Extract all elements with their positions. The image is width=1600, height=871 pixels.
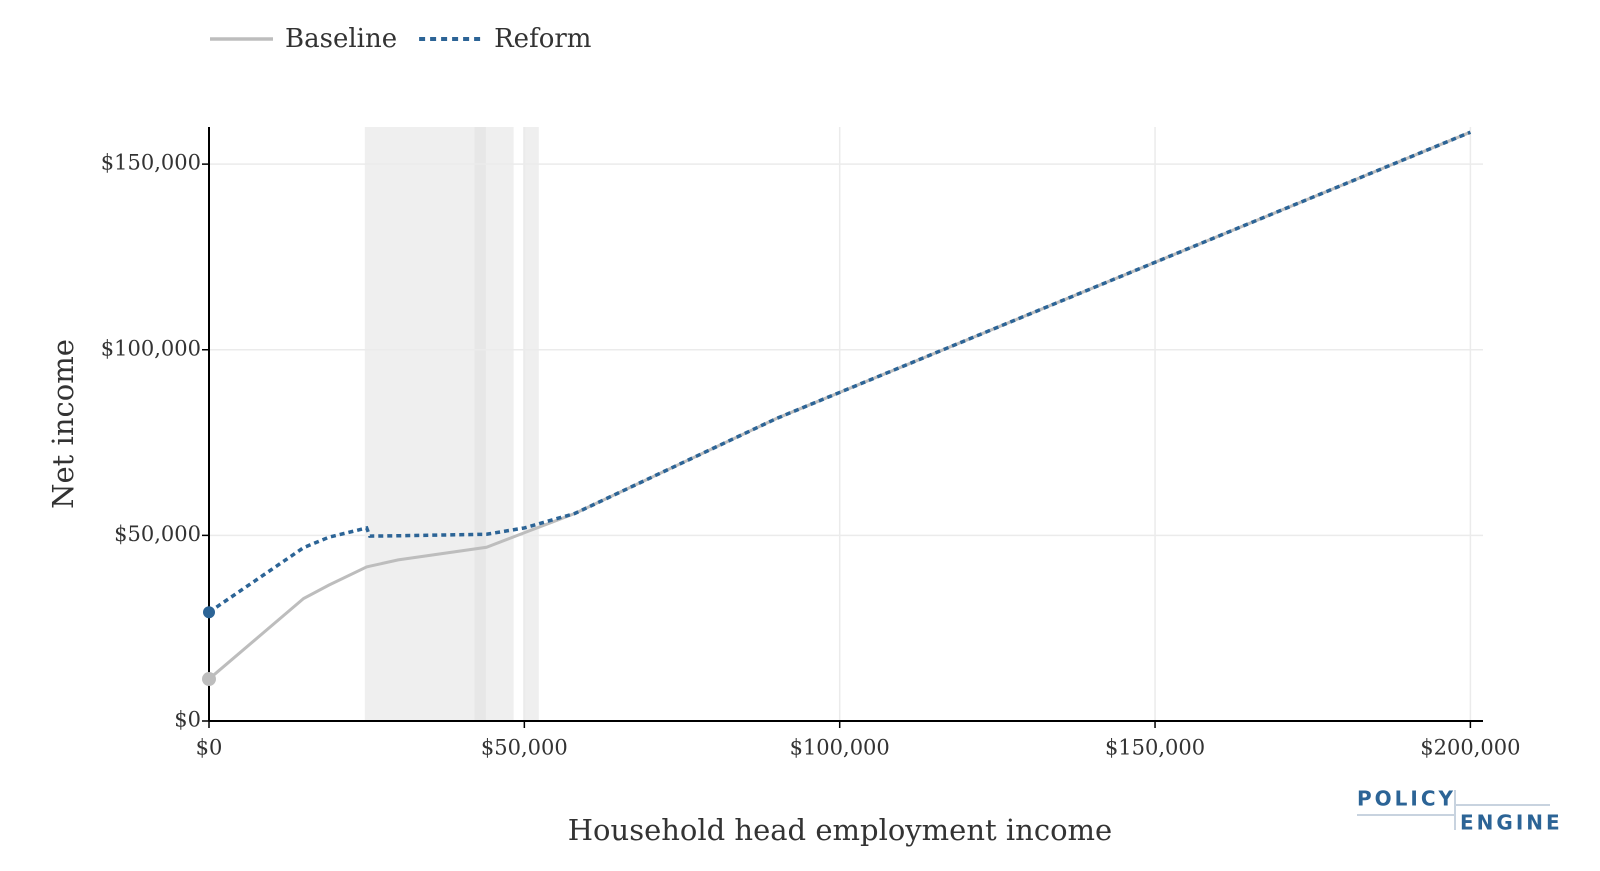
logo: POLICY ENGINE: [1357, 787, 1563, 835]
x-axis-label: Household head employment income: [568, 813, 1112, 847]
x-tick-label: $0: [196, 736, 223, 760]
x-tick-label: $200,000: [1420, 736, 1520, 760]
shaded-region: [523, 127, 539, 721]
x-tick-label: $100,000: [790, 736, 890, 760]
y-tick-label: $50,000: [114, 522, 201, 546]
legend-label: Reform: [494, 24, 591, 54]
point-marker: [202, 672, 216, 687]
legend-label: Baseline: [285, 24, 397, 54]
y-tick-label: $0: [174, 708, 201, 732]
x-tick-label: $150,000: [1105, 736, 1205, 760]
shaded-region: [364, 127, 514, 721]
point-marker: [203, 606, 215, 619]
x-tick-label: $50,000: [481, 736, 568, 760]
y-tick-label: $150,000: [101, 151, 201, 175]
logo-text: ENGINE: [1460, 811, 1563, 835]
y-axis-label: Net income: [46, 339, 80, 509]
shaded-region: [474, 127, 486, 721]
plot: [208, 127, 1483, 722]
y-tick-label: $100,000: [101, 336, 201, 360]
logo-text: POLICY: [1357, 787, 1456, 811]
series-line: [208, 130, 1472, 614]
